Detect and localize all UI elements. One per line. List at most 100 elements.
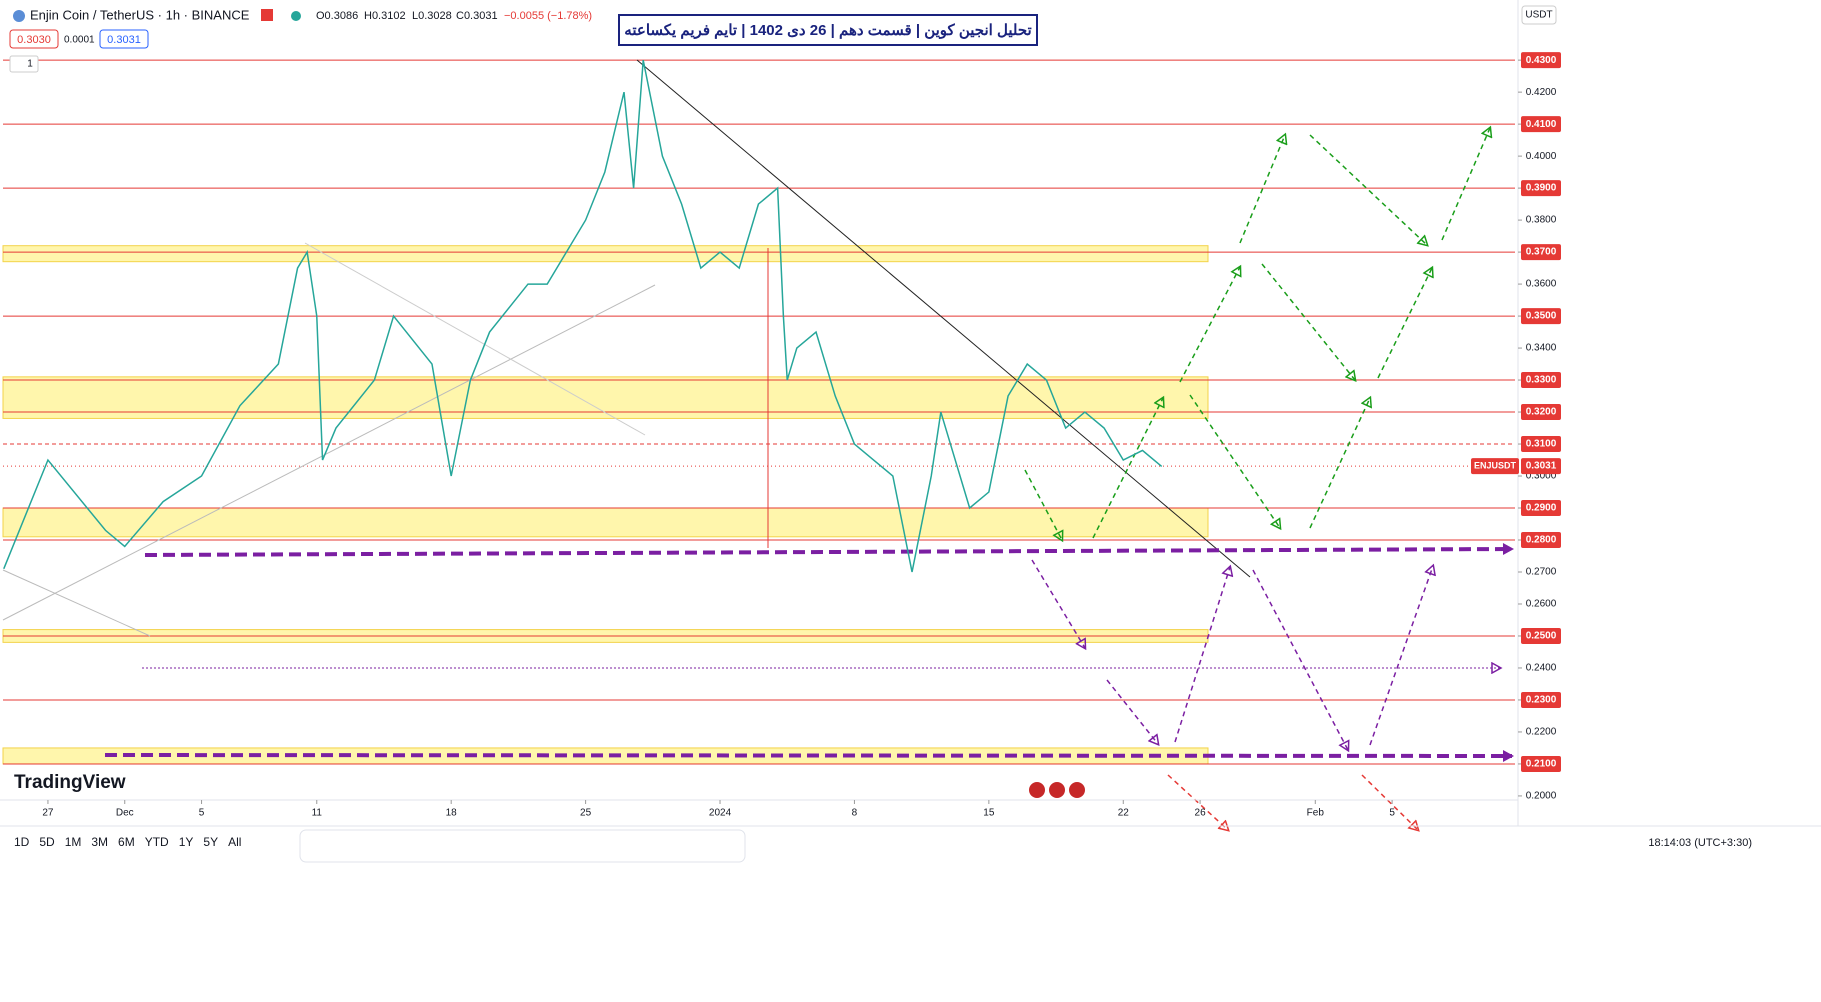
level-label: 0.2100 [1526,759,1557,770]
symbol-tag: ENJUSDT [1474,460,1517,470]
x-tick-label: 25 [580,808,592,819]
trend-line [304,242,646,436]
level-label-box [1521,116,1561,133]
y-tick-label: 0.2000 [1526,791,1557,802]
level-label: 0.2500 [1526,631,1557,642]
level-label-box [1521,52,1561,69]
trend-line [2,284,656,621]
range-button[interactable]: 5D [39,835,55,849]
level-label: 0.3300 [1526,375,1557,386]
y-tick-label: 0.2200 [1526,727,1557,738]
x-tick-label: 26 [1195,808,1207,819]
level-label-box [1521,532,1561,549]
y-tick-label: 0.2600 [1526,599,1557,610]
price-line [3,59,1163,573]
high: H0.3102 [364,10,406,22]
flag-icon[interactable] [261,9,273,21]
x-tick-label: Dec [116,808,134,819]
level-label: 0.3100 [1526,439,1557,450]
status-dot [291,11,301,21]
range-button[interactable]: 3M [91,835,108,849]
level-label: 0.2900 [1526,503,1557,514]
range-button[interactable]: 1Y [179,835,194,849]
x-tick-label: 22 [1118,808,1130,819]
y-tick-label: 0.4200 [1526,87,1557,98]
support-line [104,749,1514,762]
y-tick-label: 0.3400 [1526,343,1557,354]
level-label-box [1521,180,1561,197]
current-price-label: 0.3031 [1526,461,1557,472]
x-tick-label: 15 [983,808,995,819]
y-tick-label: 0.3600 [1526,279,1557,290]
scenario-arrows [1031,559,1433,750]
level-label-box [1521,500,1561,517]
level-label-box [1521,308,1561,325]
level-label: 0.3900 [1526,183,1557,194]
level-label: 0.4100 [1526,119,1557,130]
bid: 0.3030 [17,34,51,46]
toolbar: 18:14:03 (UTC+3:30) 1D 5D 1M 3M 6M YTD 1Y 5Y All [0,825,1821,863]
level-label: 0.2800 [1526,535,1557,546]
ask: 0.3031 [107,34,141,46]
level-label-box [1521,627,1561,644]
header: Enjin Coin / TetherUS · 1h · BINANCE O0.… [9,5,1557,798]
y-tick-label: 0.3000 [1526,471,1557,482]
y-tick-label: 0.2700 [1526,567,1557,578]
trend-line [636,59,1251,578]
range-button[interactable]: 6M [118,835,135,849]
indicator-count: 1 [27,59,33,70]
symbol: Enjin Coin / TetherUS · 1h · BINANCE [30,7,250,22]
x-tick-label: 11 [312,808,323,819]
event-icon[interactable] [1029,782,1045,798]
level-label: 0.3200 [1526,407,1557,418]
scenario-arrows [1167,774,1418,830]
level-label: 0.3700 [1526,247,1557,258]
x-tick-label: 27 [42,808,54,819]
y-tick-label: 0.3800 [1526,215,1557,226]
x-tick-label: 2024 [709,808,732,819]
x-tick-label: 5 [199,808,205,819]
scenario-arrows [1024,128,1490,540]
chart-title: تحلیل انجین کوین | قسمت دهم | 26 دی 1402… [624,22,1031,39]
range-button[interactable]: YTD [145,835,169,849]
range-button[interactable]: 1M [65,835,82,849]
indicator-toggle[interactable] [9,55,39,73]
open: O0.3086 [316,10,358,22]
range-button[interactable]: 5Y [203,835,218,849]
event-icon[interactable] [1069,782,1085,798]
change: −0.0055 (−1.78%) [504,10,592,22]
low: L0.3028 [412,10,452,22]
x-tick-label: 8 [852,808,858,819]
close: C0.3031 [456,10,498,22]
support-line [144,543,1514,557]
title-box [618,14,1038,46]
drawings [2,59,1514,830]
ask-box[interactable] [99,29,149,49]
event-icon[interactable] [1049,782,1065,798]
level-label-box [1521,436,1561,453]
brand: TradingView [14,772,126,793]
currency: USDT [1525,10,1552,21]
range-button[interactable]: 1D [14,835,30,849]
level-label-box [1521,372,1561,389]
level-label: 0.4300 [1526,55,1557,66]
drawing-toolbar[interactable] [299,829,746,863]
level-label: 0.2300 [1526,695,1557,706]
level-label-box [1521,755,1561,772]
trend-line [2,569,151,637]
currency-button[interactable] [1521,5,1557,25]
symbol-tag-box [1471,458,1519,475]
level-label: 0.3500 [1526,311,1557,322]
y-tick-label: 0.4000 [1526,151,1557,162]
level-label-box [1521,244,1561,261]
bid-box[interactable] [9,29,59,49]
zone [2,507,1209,538]
x-tick-label: 5 [1389,808,1395,819]
level-label-box [1521,691,1561,708]
coin-icon [13,10,25,22]
current-price-box [1521,458,1561,475]
spread: 0.0001 [64,35,95,46]
y-tick-label: 0.2400 [1526,663,1557,674]
range-button[interactable]: All [228,835,241,849]
